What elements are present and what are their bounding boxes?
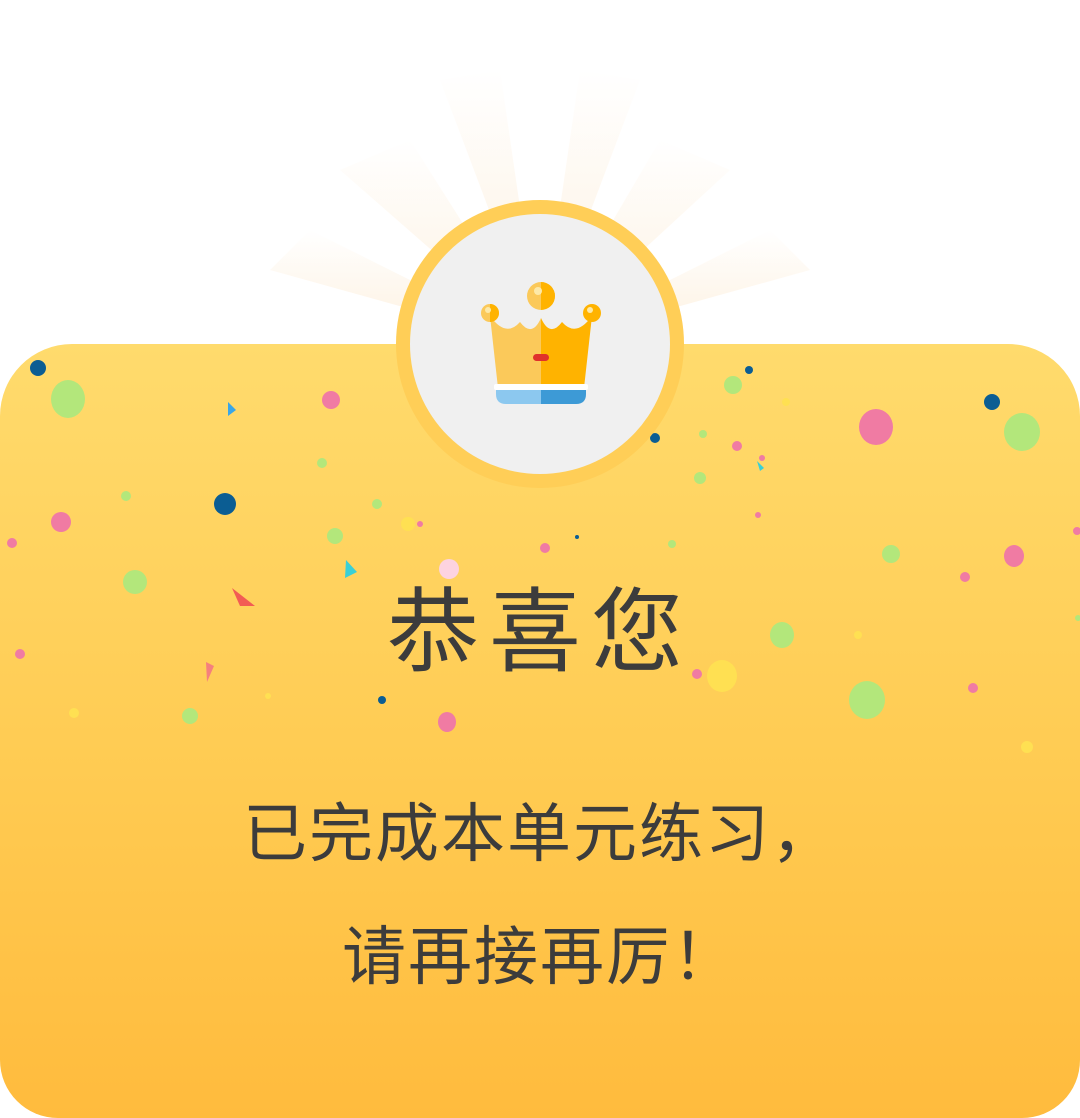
crown-icon	[481, 282, 601, 404]
badge-circle	[410, 214, 670, 474]
confetti-dots	[7, 360, 1080, 753]
confetti-triangles	[206, 402, 764, 682]
crown-badge	[396, 200, 684, 488]
completion-message: 已完成本单元练习，	[243, 798, 837, 872]
encouragement-message: 请再接再厉！	[342, 921, 738, 995]
confetti-decoration	[7, 360, 1080, 753]
congrats-title: 恭喜您	[386, 579, 693, 686]
